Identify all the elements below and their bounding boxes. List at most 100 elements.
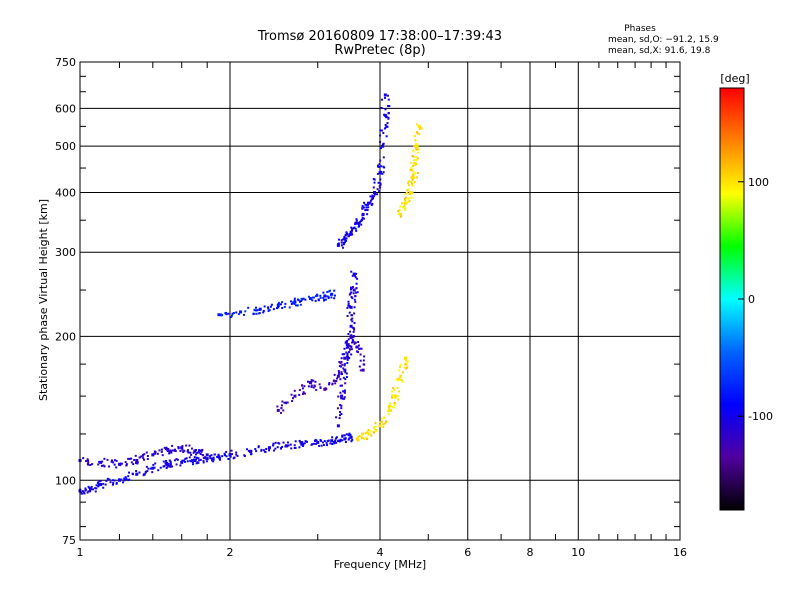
data-point	[180, 446, 184, 450]
data-point-scatter	[162, 460, 165, 463]
data-point-scatter	[198, 451, 201, 454]
data-point-scatter	[262, 311, 265, 314]
data-point-scatter	[383, 422, 386, 425]
data-point-scatter	[112, 461, 115, 464]
data-point-scatter	[315, 388, 318, 391]
data-point-scatter	[82, 491, 85, 494]
data-point-scatter	[342, 238, 345, 241]
data-point-scatter	[191, 459, 194, 462]
data-point-scatter	[350, 288, 353, 291]
data-point-scatter	[372, 178, 375, 181]
data-point-scatter	[403, 205, 406, 208]
phases-legend-heading: Phases	[624, 24, 656, 34]
data-point-scatter	[313, 385, 316, 388]
data-point-scatter	[350, 353, 353, 356]
data-point-scatter	[209, 457, 212, 460]
data-point-scatter	[326, 440, 329, 443]
data-point-scatter	[300, 443, 303, 446]
data-point-scatter	[344, 341, 347, 344]
data-point-scatter	[410, 196, 413, 199]
data-point-scatter	[343, 397, 346, 400]
data-point-scatter	[252, 312, 255, 315]
data-point-scatter	[313, 442, 316, 445]
data-point-scatter	[345, 351, 348, 354]
data-point-scatter	[382, 171, 385, 174]
data-point-scatter	[411, 154, 414, 157]
data-point-scatter	[415, 148, 418, 151]
data-point-scatter	[187, 449, 190, 452]
data-point-scatter	[380, 165, 383, 168]
data-point-scatter	[231, 453, 234, 456]
data-point-scatter	[325, 442, 328, 445]
data-point-scatter	[399, 205, 402, 208]
data-point-scatter	[343, 235, 346, 238]
data-point-scatter	[318, 383, 321, 386]
data-point-scatter	[350, 286, 353, 289]
data-point-scatter	[165, 446, 168, 449]
data-point-scatter	[282, 409, 285, 412]
data-point	[301, 442, 305, 446]
data-point-scatter	[272, 442, 275, 445]
data-point-scatter	[398, 369, 401, 372]
data-point-scatter	[379, 183, 382, 186]
data-point-scatter	[350, 270, 353, 273]
data-point-scatter	[342, 246, 345, 249]
data-point-scatter	[218, 456, 221, 459]
data-point-scatter	[101, 460, 104, 463]
data-point-scatter	[140, 455, 143, 458]
data-point-scatter	[298, 300, 301, 303]
data-point-scatter	[130, 457, 133, 460]
data-point-scatter	[210, 457, 213, 460]
data-point-scatter	[268, 309, 271, 312]
data-point-scatter	[174, 450, 177, 453]
data-point-scatter	[362, 437, 365, 440]
data-point-scatter	[262, 449, 265, 452]
data-point-scatter	[391, 396, 394, 399]
data-point-scatter	[372, 195, 375, 198]
data-point-scatter	[353, 274, 356, 277]
data-point-scatter	[416, 123, 419, 126]
data-point-scatter	[98, 480, 101, 483]
data-point-scatter	[334, 382, 337, 385]
data-point-scatter	[345, 231, 348, 234]
colorbar-ticks: 100 0 -100	[738, 176, 773, 423]
data-point-scatter	[350, 295, 353, 298]
data-point-scatter	[333, 294, 336, 297]
data-point-scatter	[120, 478, 123, 481]
data-point-scatter	[330, 296, 333, 299]
data-point	[99, 460, 103, 464]
data-point-scatter	[82, 457, 85, 460]
data-point-scatter	[351, 228, 354, 231]
data-point-scatter	[363, 363, 366, 366]
data-point-scatter	[365, 206, 368, 209]
data-point-scatter	[343, 356, 346, 359]
data-point-scatter	[340, 373, 343, 376]
data-point-scatter	[345, 343, 348, 346]
data-point-scatter	[223, 452, 226, 455]
data-point-scatter	[292, 302, 295, 305]
data-point-scatter	[297, 299, 300, 302]
data-point-scatter	[307, 385, 310, 388]
data-point-scatter	[86, 463, 89, 466]
data-point-scatter	[388, 402, 391, 405]
data-point-scatter	[405, 359, 408, 362]
data-point-scatter	[323, 388, 326, 391]
data-point-scatter	[346, 315, 349, 318]
data-point-scatter	[179, 449, 182, 452]
data-point-scatter	[289, 443, 292, 446]
data-point-scatter	[96, 481, 99, 484]
data-point-scatter	[303, 442, 306, 445]
data-point-scatter	[362, 432, 365, 435]
data-point	[293, 300, 297, 304]
data-point-scatter	[364, 432, 367, 435]
data-point-scatter	[352, 336, 355, 339]
data-point-scatter	[356, 291, 359, 294]
data-point	[117, 478, 121, 482]
colorbar-tick-label: 0	[748, 293, 755, 306]
data-point-scatter	[341, 439, 344, 442]
x-tick-label: 10	[571, 546, 585, 559]
x-tick-label: 16	[673, 546, 687, 559]
data-point-scatter	[416, 176, 419, 179]
data-point-scatter	[106, 458, 109, 461]
data-point-scatter	[385, 421, 388, 424]
